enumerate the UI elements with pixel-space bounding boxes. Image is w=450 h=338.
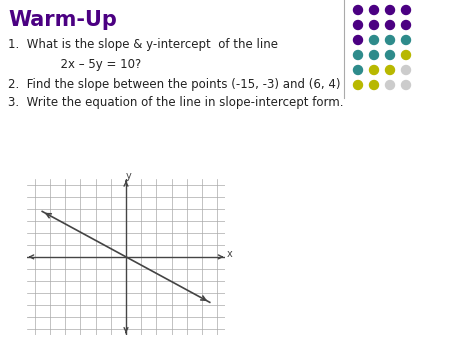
Circle shape bbox=[354, 66, 363, 74]
Text: Warm-Up: Warm-Up bbox=[8, 10, 117, 30]
Circle shape bbox=[401, 80, 410, 90]
Circle shape bbox=[401, 5, 410, 15]
Circle shape bbox=[369, 21, 378, 29]
Circle shape bbox=[369, 5, 378, 15]
Text: 2x – 5y = 10?: 2x – 5y = 10? bbox=[8, 58, 141, 71]
Circle shape bbox=[386, 80, 395, 90]
Text: 1.  What is the slope & y-intercept  of the line: 1. What is the slope & y-intercept of th… bbox=[8, 38, 278, 51]
Circle shape bbox=[386, 5, 395, 15]
Text: 2.  Find the slope between the points (-15, -3) and (6, 4): 2. Find the slope between the points (-1… bbox=[8, 78, 341, 91]
Circle shape bbox=[369, 35, 378, 45]
Circle shape bbox=[354, 80, 363, 90]
Circle shape bbox=[401, 21, 410, 29]
Circle shape bbox=[369, 66, 378, 74]
Circle shape bbox=[401, 66, 410, 74]
Circle shape bbox=[386, 35, 395, 45]
Text: x: x bbox=[227, 249, 233, 259]
Circle shape bbox=[369, 50, 378, 59]
Circle shape bbox=[386, 66, 395, 74]
Circle shape bbox=[386, 21, 395, 29]
Circle shape bbox=[354, 21, 363, 29]
Circle shape bbox=[354, 5, 363, 15]
Text: y: y bbox=[126, 171, 132, 180]
Circle shape bbox=[354, 50, 363, 59]
Circle shape bbox=[386, 50, 395, 59]
Circle shape bbox=[401, 35, 410, 45]
Circle shape bbox=[401, 50, 410, 59]
Circle shape bbox=[369, 80, 378, 90]
Text: 3.  Write the equation of the line in slope-intercept form.: 3. Write the equation of the line in slo… bbox=[8, 96, 343, 109]
Circle shape bbox=[354, 35, 363, 45]
